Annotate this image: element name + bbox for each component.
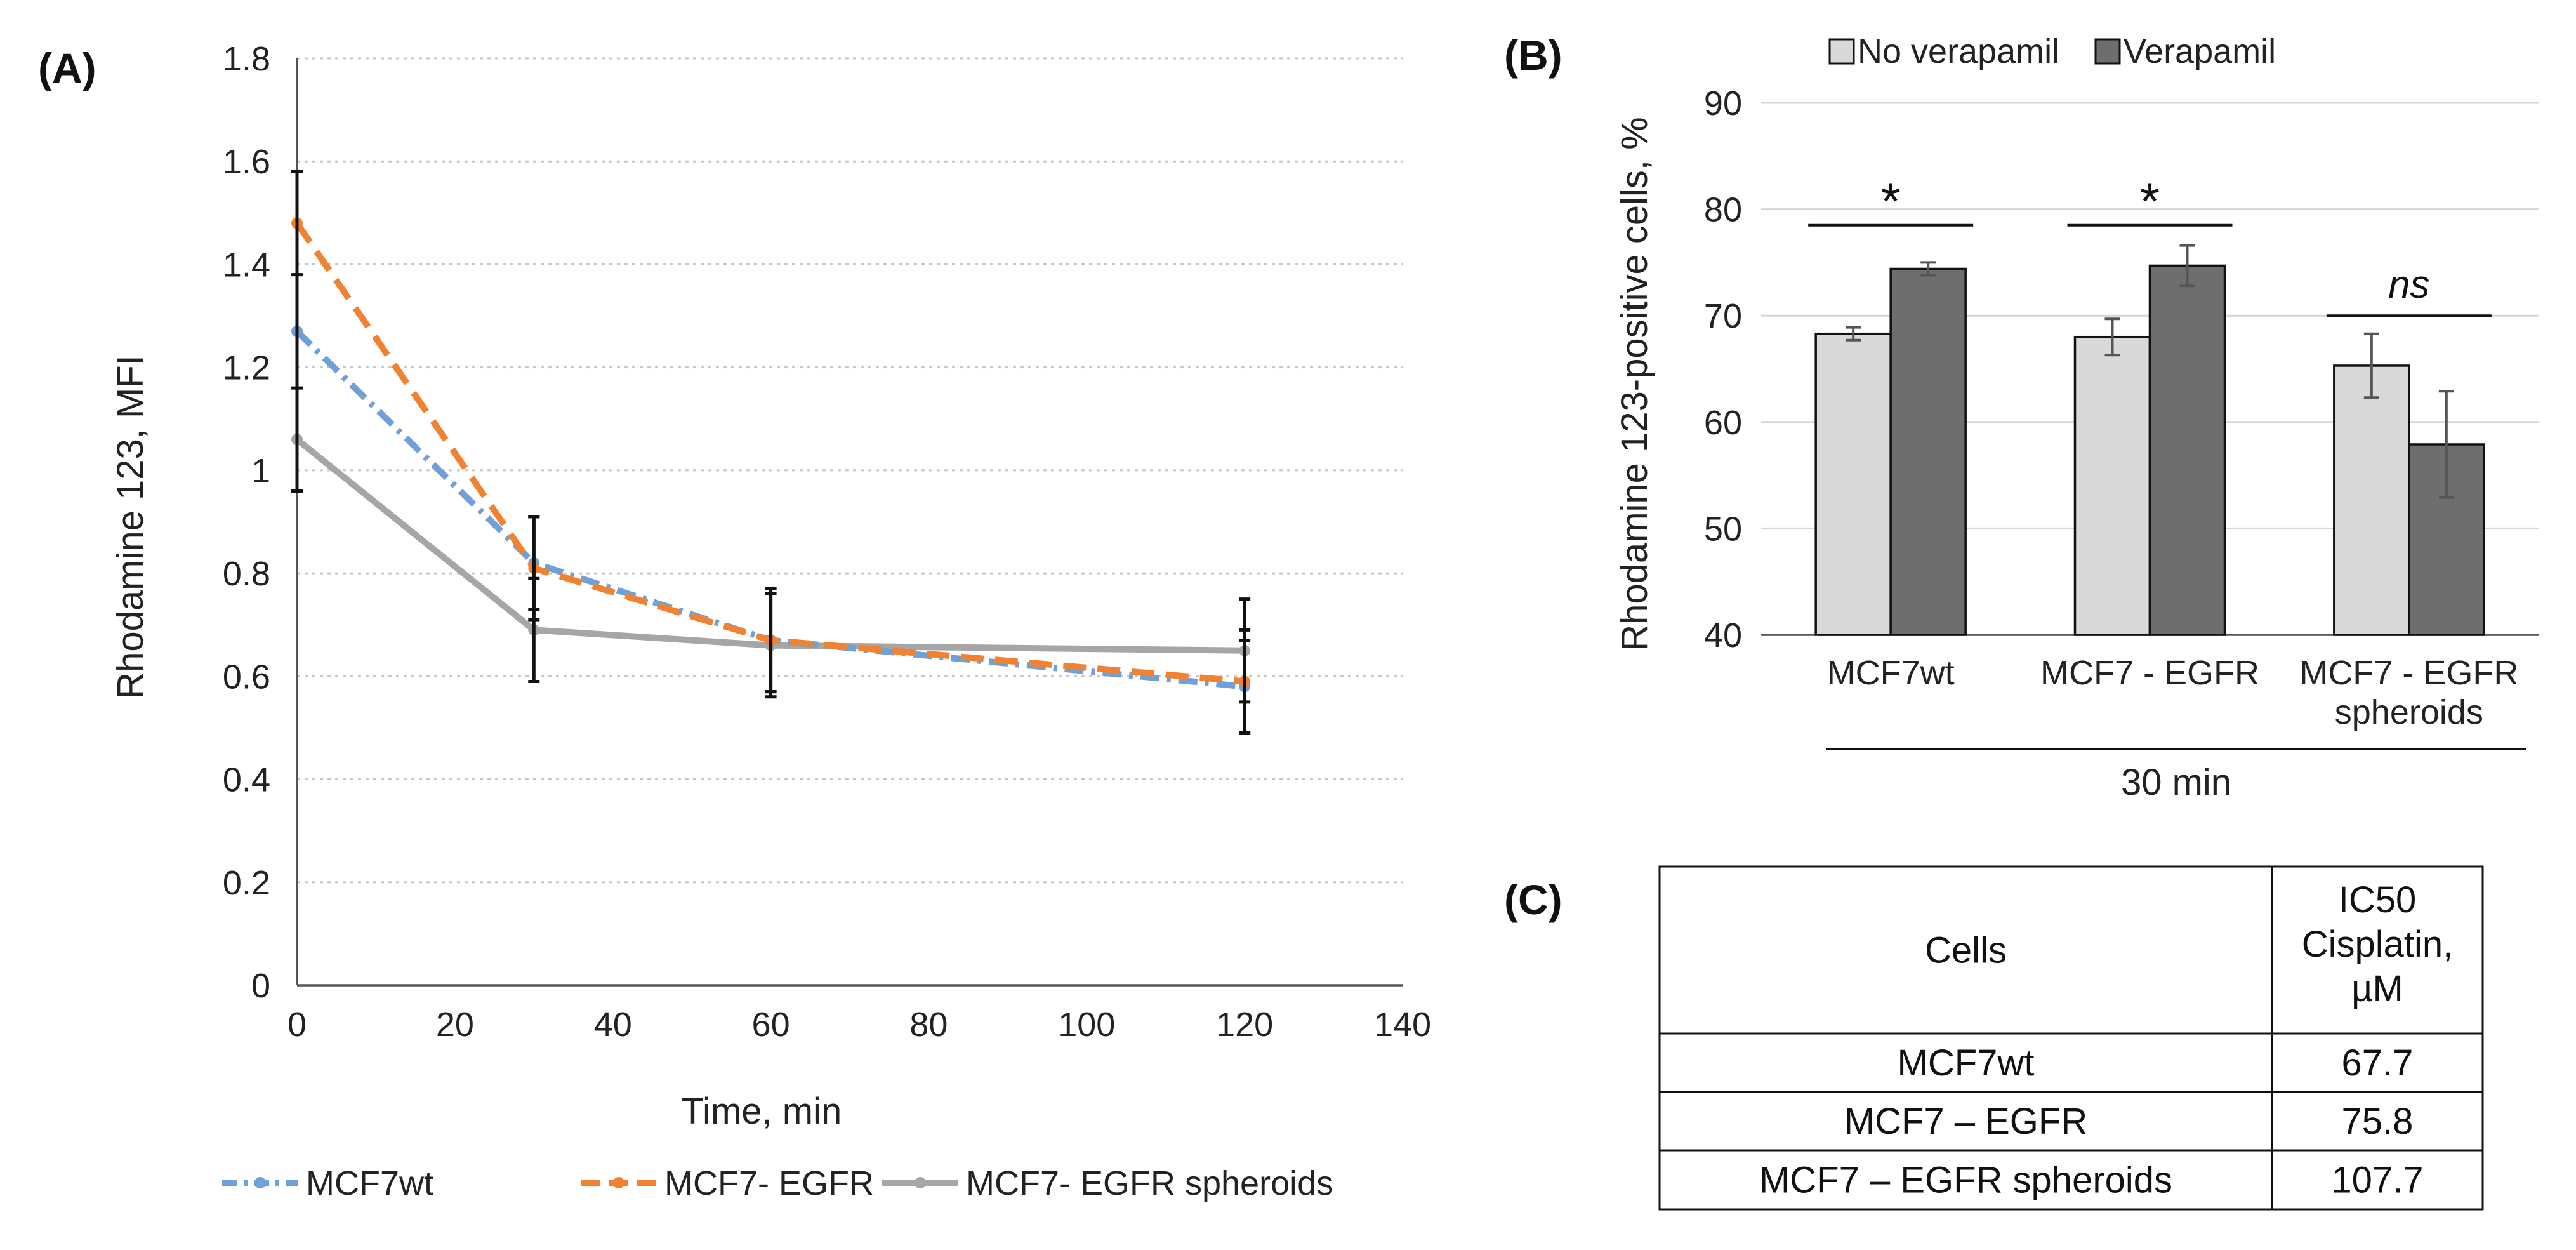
series-line-mcf7-egfr-spheroids — [294, 437, 1245, 654]
bar-group-verapamil — [2148, 244, 2226, 636]
bar-group-no-verapamil — [1814, 326, 1892, 636]
legend-swatch-no-verapamil — [1828, 38, 1855, 65]
table-cell-name: MCF7 – EGFR — [1844, 1101, 2088, 1142]
panel-b-bar-chart: (B) Rhodamine 123-positive cells, % No v… — [1504, 32, 2539, 803]
panel-a-x-ticks: 0 20 40 60 80 100 120 140 — [287, 1006, 1431, 1044]
panel-a-y-tick-label: 1.6 — [223, 143, 270, 181]
panel-a-y-tick-label: 1 — [251, 452, 270, 490]
table-cell-name: MCF7wt — [1898, 1042, 2035, 1084]
panel-b-significance: * * ns — [1808, 173, 2492, 317]
table-header-cells: Cells — [1925, 930, 2007, 971]
panel-b-label: (B) — [1504, 32, 1562, 79]
panel-a-x-tick-label: 80 — [909, 1006, 948, 1044]
table-header-ic50: µM — [2351, 968, 2403, 1009]
panel-a-line-chart: (A) Rhodamine 123, MFI Time, min 0 0.2 0.4… — [38, 40, 1431, 1202]
panel-a-legend: MCF7wt MCF7- EGFR MCF7- EGFR spheroids — [222, 1164, 1333, 1202]
panel-a-x-tick-label: 0 — [287, 1006, 307, 1044]
panel-a-y-tick-label: 0.4 — [223, 761, 270, 799]
panel-a-x-tick-label: 60 — [752, 1006, 790, 1044]
panel-a-y-tick-label: 1.4 — [223, 246, 270, 284]
series-line-mcf7-egfr — [294, 221, 1245, 685]
table-cell-value: 75.8 — [2342, 1101, 2414, 1142]
panel-b-y-tick-label: 90 — [1704, 84, 1742, 123]
panel-b-category-label: spheroids — [2335, 693, 2483, 731]
bar-no-verapamil-mcf7-egfr-spheroids — [2333, 364, 2410, 636]
panel-a-x-tick-label: 100 — [1058, 1006, 1115, 1044]
panel-a-x-tick-label: 20 — [436, 1006, 474, 1044]
panel-b-category-label: MCF7 - EGFR — [2299, 654, 2518, 692]
panel-a-label: (A) — [38, 44, 96, 91]
bar-no-verapamil-mcf7wt — [1814, 332, 1892, 636]
table-header-ic50: Cisplatin, — [2302, 924, 2454, 965]
panel-a-gridlines — [297, 57, 1403, 884]
panel-b-y-axis-title: Rhodamine 123-positive cells, % — [1614, 117, 1655, 651]
panel-b-category-label: MCF7 - EGFR — [2040, 654, 2259, 692]
panel-b-legend: No verapamil Verapamil — [1828, 32, 2276, 70]
bar-verapamil-mcf7wt — [1889, 267, 1967, 636]
panel-b-category-label: MCF7wt — [1827, 654, 1955, 692]
legend-swatch-verapamil — [2094, 38, 2121, 65]
table-cell-value: 107.7 — [2331, 1160, 2423, 1201]
panel-a-series — [291, 170, 1251, 735]
legend-label-mcf7wt: MCF7wt — [306, 1164, 433, 1202]
panel-b-y-tick-label: 70 — [1704, 297, 1742, 335]
panel-a-y-axis-title: Rhodamine 123, MFI — [110, 355, 151, 699]
legend-label-verapamil: Verapamil — [2124, 32, 2276, 70]
panel-a-y-tick-label: 0 — [251, 967, 270, 1005]
legend-marker-mcf7-egfr — [613, 1177, 624, 1188]
bar-no-verapamil-mcf7-egfr — [2073, 335, 2151, 636]
panel-b-y-ticks: 40 50 60 70 80 90 — [1704, 84, 1742, 655]
significance-ns: ns — [2388, 263, 2429, 307]
legend-label-mcf7-egfr: MCF7- EGFR — [664, 1164, 874, 1202]
legend-label-mcf7-egfr-spheroids: MCF7- EGFR spheroids — [966, 1164, 1333, 1202]
panel-b-y-tick-label: 60 — [1704, 404, 1742, 442]
panel-a-x-axis-title: Time, min — [682, 1091, 842, 1132]
panel-b-x-axis-title: 30 min — [2121, 762, 2231, 803]
bar-group-no-verapamil — [2073, 317, 2151, 636]
legend-marker-mcf7-egfr-spheroids — [915, 1177, 926, 1188]
bar-group-no-verapamil — [2333, 332, 2410, 636]
panel-a-y-tick-label: 0.2 — [223, 864, 270, 902]
panel-a-x-tick-label: 140 — [1374, 1006, 1431, 1044]
panel-a-y-tick-label: 1.8 — [223, 40, 270, 78]
panel-a-y-ticks: 0 0.2 0.4 0.6 0.8 1 1.2 1.4 1.6 1.8 — [223, 40, 270, 1005]
panel-a-x-tick-label: 120 — [1216, 1006, 1273, 1044]
bar-group-verapamil — [1889, 261, 1967, 636]
legend-marker-mcf7wt — [254, 1177, 266, 1188]
panel-b-y-tick-label: 80 — [1704, 191, 1742, 229]
table-cell-value: 67.7 — [2342, 1042, 2414, 1084]
panel-a-y-tick-label: 1.2 — [223, 349, 270, 387]
panel-a-x-tick-label: 40 — [594, 1006, 632, 1044]
table-header-ic50: IC50 — [2339, 879, 2417, 921]
panel-b-y-tick-label: 50 — [1704, 510, 1742, 548]
bar-group-verapamil — [2408, 390, 2485, 636]
error-bars-mcf7-egfr-spheroids — [291, 386, 1251, 704]
panel-a-y-tick-label: 0.8 — [223, 555, 270, 593]
panel-c-label: (C) — [1504, 876, 1562, 923]
panel-b-bars — [1814, 244, 2485, 636]
panel-a-y-tick-label: 0.6 — [223, 658, 270, 696]
table-border — [1658, 865, 2484, 1211]
significance-star: * — [1881, 173, 1901, 230]
panel-b-y-tick-label: 40 — [1704, 616, 1742, 655]
table-cell-name: MCF7 – EGFR spheroids — [1759, 1160, 2172, 1201]
legend-label-no-verapamil: No verapamil — [1858, 32, 2059, 70]
bar-verapamil-mcf7-egfr — [2148, 264, 2226, 636]
significance-star: * — [2140, 173, 2160, 230]
series-mcf7-egfr — [291, 217, 1251, 688]
